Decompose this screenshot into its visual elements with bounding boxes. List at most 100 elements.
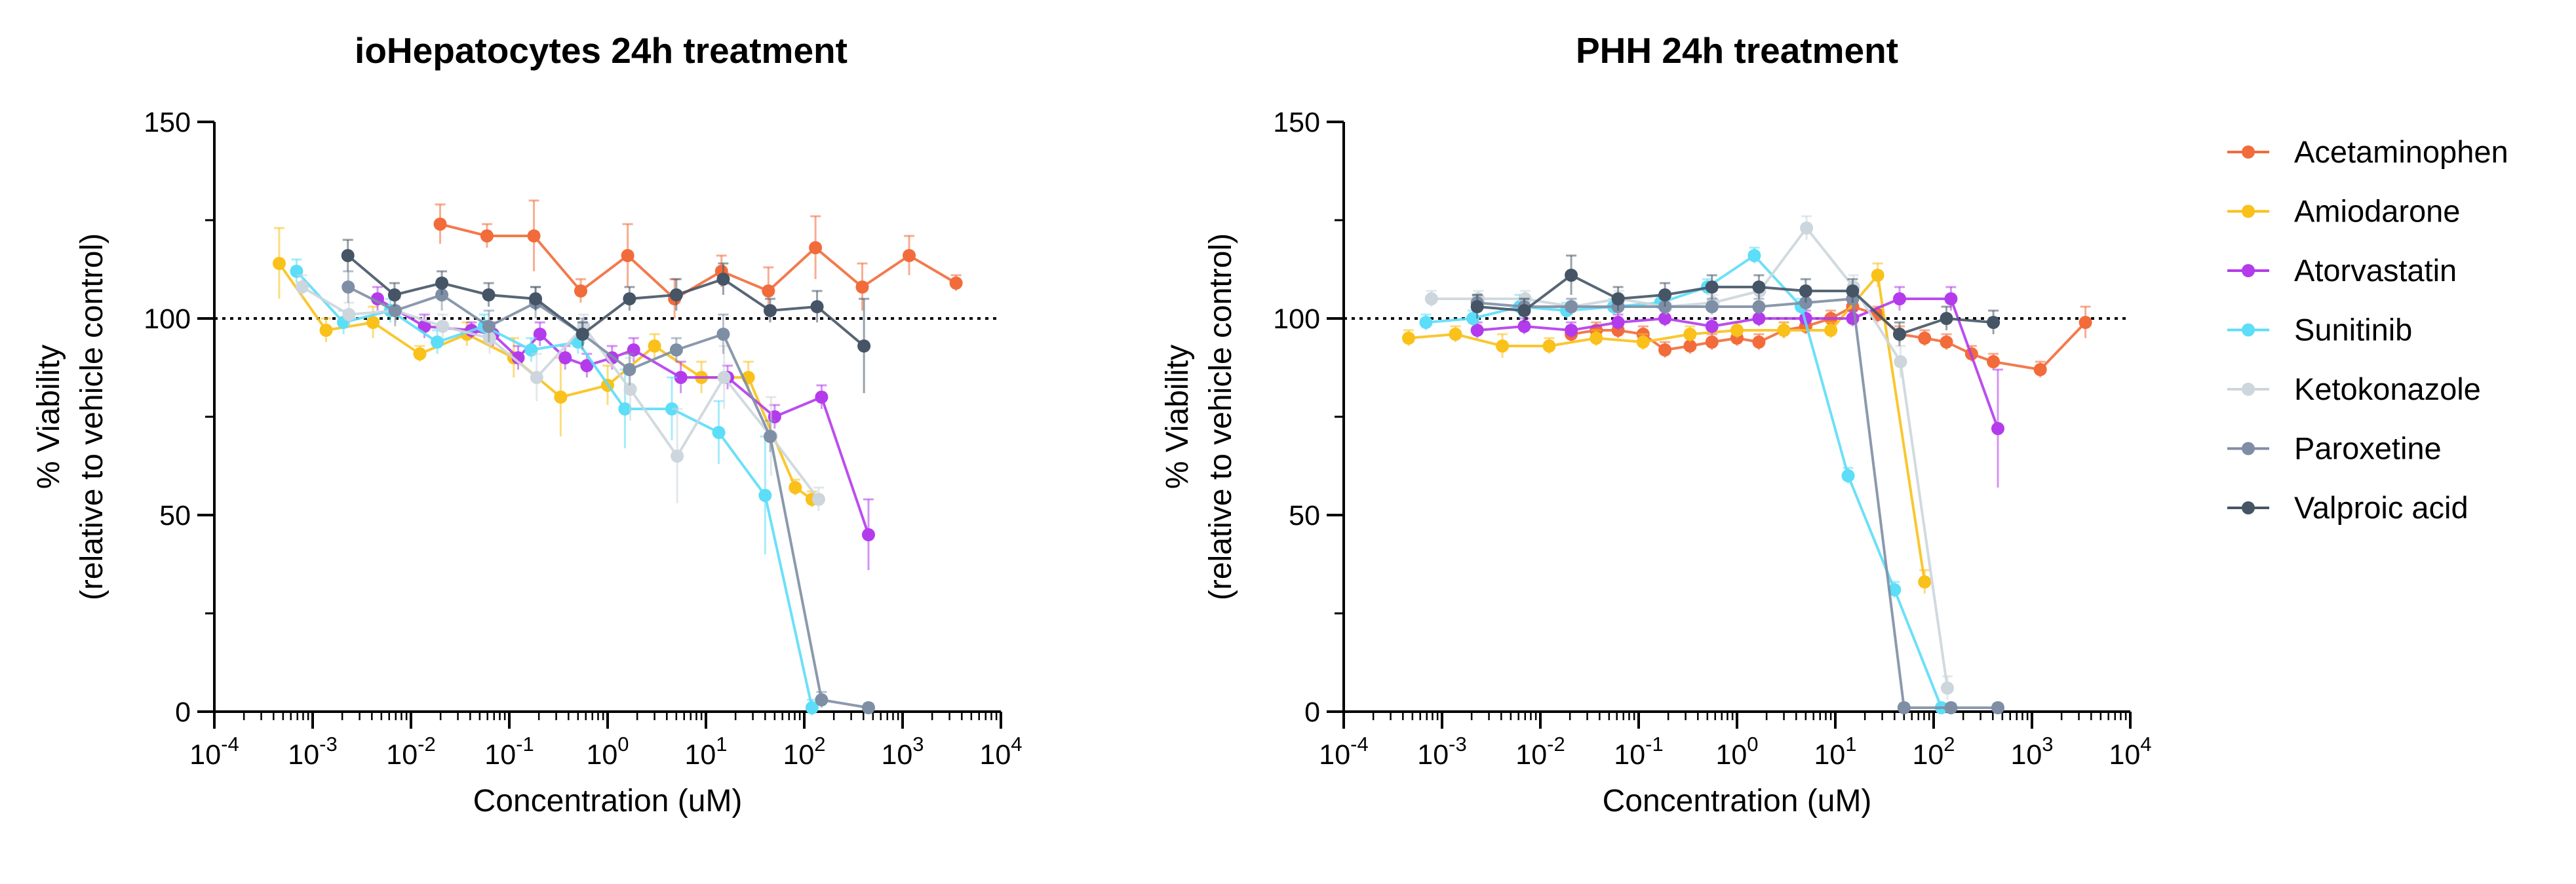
data-point <box>789 481 802 494</box>
series-valproic-acid <box>1470 254 2000 346</box>
data-point <box>669 343 683 356</box>
x-tick-label: 10-3 <box>288 733 337 771</box>
data-point <box>511 351 525 364</box>
data-point <box>1752 312 1766 325</box>
data-point <box>1940 312 1953 325</box>
legend-swatch-marker <box>2242 145 2255 159</box>
data-point <box>1470 324 1484 337</box>
data-point <box>1888 583 1902 596</box>
data-point <box>1894 355 1907 368</box>
y-tick-label: 0 <box>1304 697 1320 728</box>
data-point <box>482 288 496 301</box>
series-line <box>301 286 820 501</box>
data-point <box>1565 300 1578 313</box>
data-point <box>413 347 427 360</box>
data-point <box>1636 336 1650 349</box>
data-point <box>1871 269 1884 282</box>
data-point <box>861 701 875 714</box>
legend-item-sunitinib: Sunitinib <box>2227 313 2412 347</box>
legend-swatch-marker <box>2242 264 2255 277</box>
data-point <box>716 273 730 286</box>
data-point <box>1419 316 1433 329</box>
data-point <box>1799 284 1812 298</box>
y-tick-label: 0 <box>175 697 191 728</box>
y-tick-label: 150 <box>144 107 191 138</box>
data-point <box>857 339 871 353</box>
data-point <box>855 280 869 294</box>
data-point <box>648 339 661 353</box>
data-point <box>1752 300 1766 313</box>
data-point <box>1424 292 1438 305</box>
data-point <box>671 450 684 463</box>
series-sunitinib <box>290 258 819 716</box>
data-point <box>903 249 916 262</box>
chart-title: ioHepatocytes 24h treatment <box>355 30 848 71</box>
data-point <box>480 229 494 242</box>
data-point <box>366 316 380 329</box>
data-point <box>319 324 333 337</box>
legend-swatch-marker <box>2242 442 2255 455</box>
data-point <box>576 328 589 341</box>
data-point <box>533 328 547 341</box>
series-valproic-acid <box>341 239 871 393</box>
data-point <box>763 430 777 443</box>
data-point <box>1944 292 1958 305</box>
legend-item-amiodarone: Amiodarone <box>2227 194 2460 229</box>
data-point <box>1590 332 1603 345</box>
data-point <box>388 304 402 317</box>
data-point <box>1897 701 1911 714</box>
data-point <box>1658 312 1672 325</box>
data-point <box>762 284 775 298</box>
legend-label: Acetaminophen <box>2294 134 2508 169</box>
data-point <box>1944 701 1958 714</box>
x-tick-label: 103 <box>2010 733 2053 771</box>
data-point <box>717 371 731 384</box>
data-point <box>1470 300 1484 313</box>
x-tick-label: 100 <box>586 733 629 771</box>
data-point <box>949 277 963 290</box>
data-point <box>621 249 634 262</box>
data-point <box>1892 292 1906 305</box>
data-point <box>1466 312 1480 325</box>
data-point <box>674 371 688 384</box>
data-point <box>1565 324 1578 337</box>
data-point <box>342 280 355 294</box>
data-point <box>623 292 636 305</box>
data-point <box>1683 328 1697 341</box>
series-line <box>1431 225 1949 689</box>
data-point <box>861 528 875 541</box>
data-point <box>758 489 772 502</box>
series-amiodarone <box>1401 262 1932 594</box>
data-point <box>1846 312 1860 325</box>
data-point <box>272 257 286 270</box>
series-line <box>347 254 865 347</box>
x-tick-label: 10-2 <box>386 733 435 771</box>
data-point <box>436 320 450 333</box>
legend-swatch-marker <box>2242 204 2255 218</box>
data-point <box>527 229 541 242</box>
data-point <box>1991 701 2004 714</box>
data-point <box>1841 469 1855 482</box>
x-tick-label: 10-1 <box>484 733 534 771</box>
legend-swatch-marker <box>2242 323 2255 337</box>
data-point <box>623 363 636 376</box>
series-line <box>1477 273 1994 336</box>
data-point <box>618 402 632 415</box>
legend-label: Valproic acid <box>2294 490 2469 525</box>
series-line <box>440 223 957 301</box>
legend-label: Atorvastatin <box>2294 253 2457 288</box>
data-point <box>1449 328 1462 341</box>
data-point <box>1705 336 1719 349</box>
data-point <box>529 292 543 305</box>
data-point <box>2033 363 2047 376</box>
data-point <box>1658 288 1672 301</box>
x-axis-label: Concentration (uM) <box>1603 784 1872 818</box>
y-tick-label: 50 <box>159 500 191 531</box>
series-atorvastatin <box>1470 286 2004 488</box>
data-point <box>1401 332 1415 345</box>
series-ketokonazole <box>1424 215 1954 700</box>
data-point <box>418 320 431 333</box>
data-point <box>574 284 588 298</box>
series-line <box>1426 254 1943 708</box>
